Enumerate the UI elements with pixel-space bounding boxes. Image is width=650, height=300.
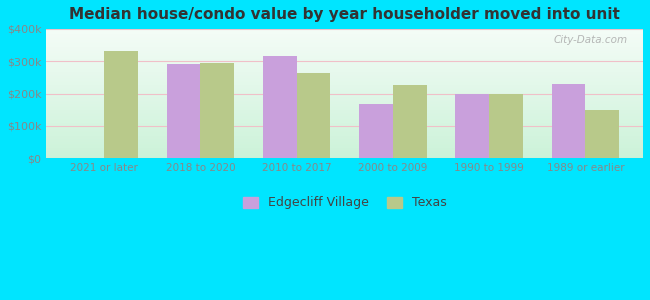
Bar	[456, 94, 489, 158]
Bar	[393, 85, 426, 158]
Bar	[552, 85, 585, 158]
Bar	[200, 63, 234, 158]
Bar	[263, 56, 296, 158]
Bar	[166, 64, 200, 158]
Text: City-Data.com: City-Data.com	[554, 35, 628, 45]
Bar	[104, 51, 138, 158]
Bar	[296, 73, 330, 158]
Bar	[585, 110, 619, 158]
Bar	[359, 104, 393, 158]
Legend: Edgecliff Village, Texas: Edgecliff Village, Texas	[237, 191, 452, 214]
Bar	[489, 94, 523, 158]
Title: Median house/condo value by year householder moved into unit: Median house/condo value by year househo…	[70, 7, 620, 22]
